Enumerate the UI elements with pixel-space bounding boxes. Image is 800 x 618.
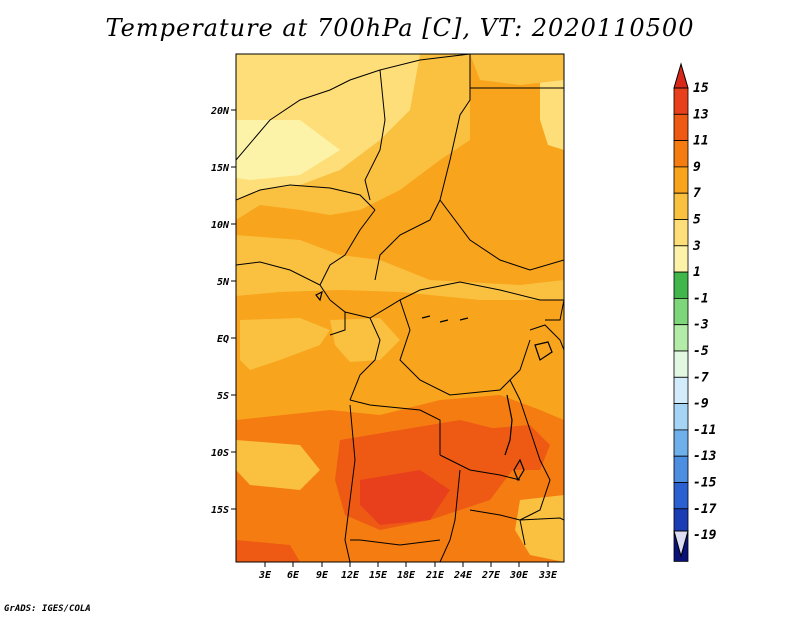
colorbar-swatch bbox=[673, 245, 689, 273]
colorbar-swatch bbox=[673, 166, 689, 194]
colorbar-swatch bbox=[673, 271, 689, 299]
colorbar-label: -9 bbox=[693, 397, 709, 412]
colorbar-label: 7 bbox=[693, 186, 701, 201]
colorbar-label: 1 bbox=[693, 265, 701, 280]
colorbar-swatch bbox=[673, 113, 689, 142]
lon-label: 18E bbox=[397, 570, 416, 581]
lon-label: 6E bbox=[287, 570, 300, 581]
colorbar-swatch bbox=[673, 219, 689, 247]
lat-label: 5N bbox=[217, 277, 230, 288]
lon-label: 24E bbox=[453, 570, 473, 581]
colorbar-swatch bbox=[673, 140, 689, 168]
colorbar-swatch bbox=[673, 376, 689, 404]
lon-label: 12E bbox=[341, 570, 360, 581]
colorbar-label: -1 bbox=[693, 291, 709, 306]
map-frame bbox=[235, 53, 565, 563]
colorbar-boxes bbox=[673, 87, 689, 562]
colorbar-label: -17 bbox=[693, 502, 717, 517]
colorbar-swatch bbox=[673, 350, 689, 378]
colorbar-label: -19 bbox=[693, 528, 717, 543]
colorbar-under-arrow bbox=[673, 530, 689, 558]
colorbar-label: 15 bbox=[693, 81, 709, 96]
colorbar-label: 9 bbox=[693, 160, 701, 175]
colorbar-label: -5 bbox=[693, 344, 709, 359]
temperature-field bbox=[236, 54, 564, 562]
colorbar-label: -3 bbox=[693, 318, 709, 333]
colorbar-swatch bbox=[673, 324, 689, 352]
colorbar-swatch bbox=[673, 192, 689, 220]
colorbar-label: 13 bbox=[693, 107, 709, 122]
lon-label: 27E bbox=[481, 570, 501, 581]
lon-axis: 3E 6E 9E 12E 15E 18E 21E 24E 27E 30E 33E bbox=[258, 562, 558, 581]
lat-label: 10S bbox=[211, 448, 229, 459]
colorbar-swatch bbox=[673, 297, 689, 326]
colorbar-label: 5 bbox=[693, 213, 701, 228]
colorbar-label: -13 bbox=[693, 449, 717, 464]
lat-label: 15N bbox=[211, 163, 230, 174]
lakes bbox=[315, 290, 553, 482]
colorbar-label: -11 bbox=[693, 423, 716, 438]
colorbar-label: -7 bbox=[693, 370, 709, 385]
lat-label: EQ bbox=[217, 334, 229, 345]
lat-label: 10N bbox=[211, 220, 230, 231]
colorbar-label: 11 bbox=[693, 134, 709, 149]
lat-label: 5S bbox=[217, 391, 229, 402]
colorbar-swatch bbox=[673, 403, 689, 431]
lon-label: 21E bbox=[425, 570, 445, 581]
colorbar-label: -15 bbox=[693, 476, 717, 491]
colorbar-over-arrow bbox=[673, 62, 689, 89]
colorbar-swatch bbox=[673, 429, 689, 457]
lon-label: 3E bbox=[258, 570, 272, 581]
lon-label: 33E bbox=[538, 570, 558, 581]
lon-label: 15E bbox=[369, 570, 388, 581]
footer-credit: GrADS: IGES/COLA bbox=[4, 604, 91, 614]
colorbar-swatch bbox=[673, 87, 689, 115]
colorbar-label: 3 bbox=[692, 239, 701, 254]
lat-label: 20N bbox=[210, 106, 230, 117]
colorbar-swatch bbox=[673, 455, 689, 483]
lat-axis: 20N 15N 10N 5N EQ 5S 10S 15S bbox=[210, 106, 236, 516]
colorbar: 15 13 11 9 7 5 3 1 -1 -3 -5 -7 -9 -11 -13 -15 -17 -19 bbox=[673, 62, 717, 562]
lon-label: 30E bbox=[509, 570, 529, 581]
colorbar-swatch bbox=[673, 482, 689, 510]
country-borders bbox=[236, 54, 564, 562]
colorbar-labels: 15 13 11 9 7 5 3 1 -1 -3 -5 -7 -9 -11 -13 -15 -17 -19 bbox=[692, 81, 717, 543]
map-title: Temperature at 700hPa [C], VT: 202011050… bbox=[105, 14, 695, 42]
lon-label: 9E bbox=[316, 570, 329, 581]
lat-label: 15S bbox=[211, 505, 229, 516]
